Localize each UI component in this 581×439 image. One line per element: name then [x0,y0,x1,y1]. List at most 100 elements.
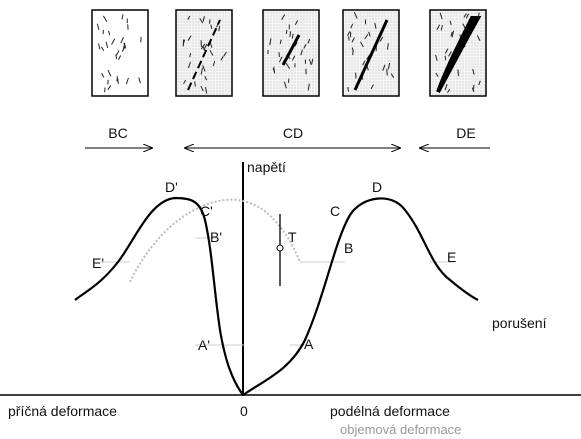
axis-label: příčná deformace [8,403,117,419]
point-label: B [344,240,353,256]
crack [291,33,294,39]
crack [200,85,204,92]
point-label: C [330,203,340,219]
crack [440,24,444,31]
crack [204,75,208,81]
crack [273,66,276,74]
crack [200,67,203,75]
point-label: A [304,336,314,352]
crack [294,42,298,47]
crack [364,34,369,40]
crack [210,24,213,30]
crack [279,39,282,45]
crack [436,24,441,31]
crack [205,86,208,94]
stage-label: BC [108,125,127,141]
crack [188,61,191,69]
crack [308,59,312,66]
crack [350,23,354,29]
crack [360,41,364,48]
crack [283,81,287,89]
crack [183,79,186,85]
crack [269,38,272,46]
ticks [100,237,455,346]
axis-label: podélná deformace [330,403,450,419]
point-label: C' [200,203,213,219]
shear-band [436,16,482,93]
crack [125,77,129,85]
crack [351,37,355,43]
crack [120,37,124,44]
crack [102,15,108,23]
crack [202,65,206,72]
crack [294,20,299,25]
stage-label: CD [283,125,303,141]
crack [289,31,292,37]
crack [285,29,288,35]
crack [435,72,439,77]
shear-band [353,19,389,91]
crack [465,13,469,19]
crack [212,60,216,67]
crack [457,69,460,76]
crack [444,84,448,91]
crack [382,64,386,71]
crack [187,15,191,20]
volumetric-curve [129,198,301,283]
crack [117,78,119,85]
crack [138,77,141,84]
crack [347,86,350,92]
crack [281,14,286,21]
crack [351,47,354,52]
crack [447,88,451,93]
crack [115,54,118,60]
crack [101,72,105,78]
crack [208,19,211,24]
axis-label: napětí [247,159,286,175]
crack [123,42,127,49]
crack [220,55,224,61]
crack [476,35,481,41]
crack [218,25,221,32]
longitudinal-curve [242,197,479,396]
crack [108,30,111,36]
point-label: A' [198,337,210,353]
crack [107,85,112,91]
crack [478,80,481,86]
crack [98,43,101,50]
crack [444,55,447,61]
crack [187,35,192,41]
crack [121,45,127,52]
crack [449,20,452,26]
crack [292,55,296,61]
crack [348,36,350,41]
crack [450,31,453,37]
crack [100,46,105,51]
specimen [91,9,149,97]
axis-label: 0 [240,403,248,419]
crack [209,50,214,56]
crack [96,23,100,30]
point-label: E' [92,255,104,271]
specimen [175,9,233,97]
crack [300,49,304,56]
crack [387,62,390,70]
crack [121,14,124,20]
marker-point [276,244,284,252]
shear-band [187,19,221,91]
crack [370,84,374,90]
crack [111,38,116,45]
crack [379,36,384,42]
crack [285,62,291,70]
crack [303,44,307,49]
crack [202,16,205,22]
point-label: E [447,249,456,265]
transverse-curve [74,196,244,396]
crack [347,31,351,37]
crack [194,81,196,87]
marker-label: T [288,229,297,245]
crack [448,51,452,57]
crack [444,48,449,54]
crack [362,60,366,66]
